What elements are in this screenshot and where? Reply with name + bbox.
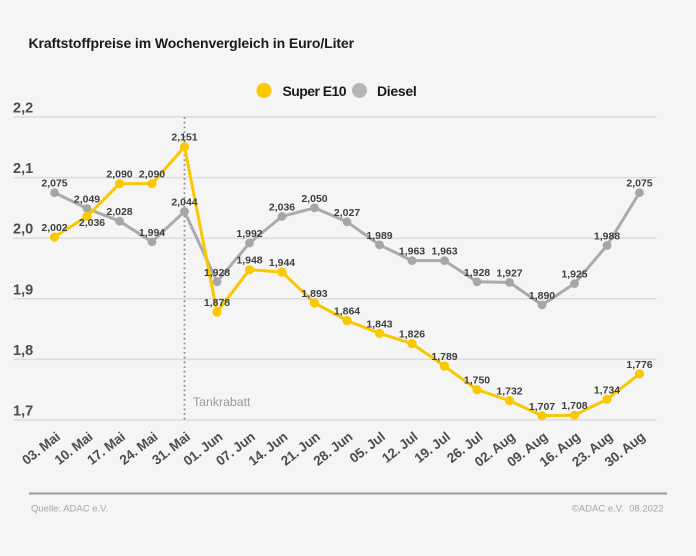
- svg-text:1,732: 1,732: [496, 386, 522, 398]
- svg-text:2,044: 2,044: [171, 197, 197, 209]
- svg-text:1,963: 1,963: [399, 246, 425, 258]
- svg-text:1,7: 1,7: [13, 404, 33, 420]
- svg-text:2,075: 2,075: [626, 178, 652, 190]
- svg-text:Diesel: Diesel: [377, 83, 416, 99]
- svg-text:Quelle: ADAC e.V.: Quelle: ADAC e.V.: [31, 504, 108, 515]
- svg-text:1,734: 1,734: [594, 384, 620, 396]
- svg-text:2,027: 2,027: [334, 207, 360, 219]
- svg-text:1,893: 1,893: [301, 288, 327, 300]
- svg-text:1,843: 1,843: [366, 318, 392, 330]
- svg-text:1,948: 1,948: [236, 255, 262, 267]
- svg-text:1,789: 1,789: [431, 351, 457, 363]
- svg-text:Kraftstoffpreise im Wochenverg: Kraftstoffpreise im Wochenvergleich in E…: [29, 35, 355, 51]
- svg-text:1,708: 1,708: [561, 400, 587, 412]
- svg-text:1,9: 1,9: [13, 282, 33, 298]
- svg-text:2,151: 2,151: [171, 132, 197, 144]
- svg-text:1,750: 1,750: [464, 375, 490, 387]
- svg-text:2,090: 2,090: [139, 169, 165, 181]
- svg-text:2,049: 2,049: [74, 194, 100, 206]
- svg-text:2,002: 2,002: [41, 222, 67, 234]
- svg-text:2,2: 2,2: [13, 101, 33, 117]
- svg-text:2,050: 2,050: [301, 193, 327, 205]
- svg-text:1,826: 1,826: [399, 329, 425, 341]
- svg-text:1,890: 1,890: [529, 290, 555, 302]
- svg-text:1,776: 1,776: [626, 359, 652, 371]
- svg-text:1,928: 1,928: [204, 267, 230, 279]
- svg-text:1,988: 1,988: [594, 231, 620, 243]
- svg-text:2,1: 2,1: [13, 161, 33, 177]
- svg-text:2,075: 2,075: [41, 178, 67, 190]
- svg-text:1,944: 1,944: [269, 257, 295, 269]
- svg-text:1,992: 1,992: [236, 228, 262, 240]
- svg-text:1,927: 1,927: [496, 267, 522, 279]
- svg-text:1,8: 1,8: [13, 343, 33, 359]
- svg-text:1,963: 1,963: [431, 246, 457, 258]
- svg-text:1,989: 1,989: [366, 230, 392, 242]
- svg-text:1,928: 1,928: [464, 267, 490, 279]
- svg-text:2,0: 2,0: [13, 222, 33, 238]
- svg-text:1,707: 1,707: [529, 401, 555, 413]
- svg-text:©ADAC e.V. 08.2022: ©ADAC e.V. 08.2022: [572, 504, 664, 515]
- svg-text:1,878: 1,878: [204, 297, 230, 309]
- svg-text:2,028: 2,028: [106, 206, 132, 218]
- svg-text:1,864: 1,864: [334, 306, 360, 318]
- svg-text:Tankrabatt: Tankrabatt: [193, 395, 251, 409]
- svg-text:2,036: 2,036: [269, 201, 295, 213]
- svg-text:1,925: 1,925: [561, 269, 587, 281]
- svg-text:Super E10: Super E10: [283, 83, 347, 99]
- svg-text:2,036: 2,036: [79, 217, 105, 229]
- svg-text:1,994: 1,994: [139, 227, 165, 239]
- svg-text:2,090: 2,090: [106, 169, 132, 181]
